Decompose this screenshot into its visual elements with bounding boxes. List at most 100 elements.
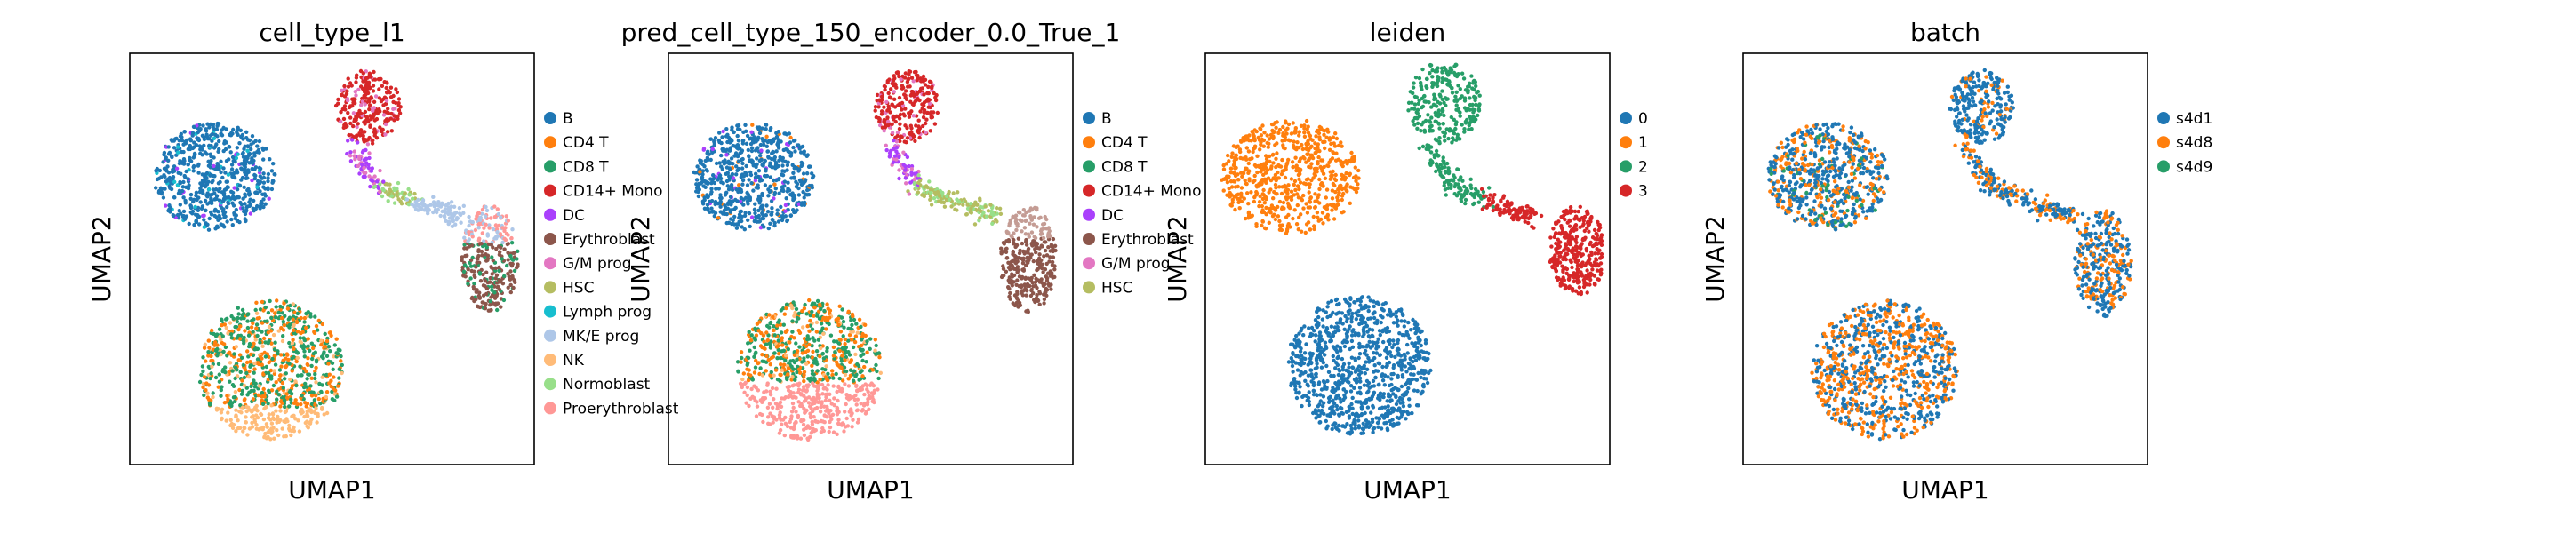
data-point [920, 86, 925, 91]
data-point [284, 352, 290, 356]
data-point [200, 364, 205, 369]
data-point [768, 175, 773, 179]
data-point [885, 80, 890, 85]
data-point [1024, 237, 1028, 243]
data-point [324, 390, 330, 394]
data-point [428, 203, 433, 207]
data-point [283, 410, 288, 415]
data-point [876, 376, 881, 381]
data-point [837, 304, 842, 308]
data-point [272, 347, 277, 352]
data-point [357, 131, 362, 136]
data-point [1041, 235, 1046, 241]
data-point [874, 362, 878, 368]
data-point [1024, 243, 1029, 247]
data-point [258, 340, 262, 345]
data-point [868, 346, 872, 351]
data-point [1044, 286, 1049, 291]
data-point [404, 197, 410, 202]
data-point [247, 189, 252, 194]
data-point [244, 219, 248, 224]
data-point [278, 409, 283, 413]
data-point [372, 99, 377, 105]
data-point [800, 163, 804, 168]
data-point [188, 196, 193, 201]
data-point [810, 419, 814, 425]
legend-label: MK/E prog [563, 328, 639, 346]
data-point [263, 202, 268, 206]
data-point [505, 263, 509, 268]
data-point [908, 69, 913, 74]
data-point [1313, 199, 1317, 203]
data-point [398, 199, 403, 203]
data-point [511, 258, 516, 262]
data-point [851, 314, 855, 319]
data-point [1029, 230, 1035, 235]
data-point [213, 209, 218, 213]
data-point [772, 415, 777, 419]
data-point [260, 192, 265, 196]
data-point [290, 369, 294, 373]
data-point [312, 330, 317, 335]
data-point [746, 355, 751, 361]
data-point [457, 206, 462, 211]
data-point [795, 357, 799, 362]
data-point [386, 130, 390, 134]
data-point [935, 110, 940, 115]
data-point [286, 357, 291, 362]
data-point [164, 203, 168, 208]
data-point [443, 210, 448, 214]
data-point [241, 206, 245, 211]
data-point [242, 375, 247, 380]
data-point [252, 418, 257, 422]
data-point [241, 311, 246, 316]
data-point [752, 384, 756, 388]
data-point [771, 149, 775, 155]
data-point [228, 350, 232, 354]
legend-marker [544, 184, 556, 197]
data-point [827, 315, 832, 320]
data-point [473, 274, 477, 280]
data-point [778, 410, 782, 415]
data-point [902, 76, 908, 80]
data-point [717, 161, 722, 165]
data-point [468, 276, 473, 281]
data-point [364, 147, 368, 153]
data-point [761, 396, 765, 401]
data-point [925, 97, 931, 101]
data-point [810, 397, 814, 402]
data-point [372, 106, 377, 110]
data-point [796, 193, 802, 197]
data-point [907, 111, 911, 115]
data-point [1037, 246, 1042, 251]
data-point [361, 174, 365, 179]
data-point [728, 195, 733, 199]
data-point [801, 171, 806, 176]
data-point [239, 392, 244, 396]
data-point [1012, 242, 1016, 246]
data-point [1333, 172, 1338, 178]
data-point [495, 207, 500, 211]
data-point [320, 322, 324, 327]
data-point [1037, 302, 1042, 306]
data-point [778, 400, 783, 405]
data-point [904, 181, 908, 186]
legend-marker [544, 354, 556, 366]
data-point [241, 196, 245, 201]
data-point [870, 368, 876, 372]
data-point [905, 125, 909, 131]
data-point [249, 352, 253, 357]
data-point [204, 208, 208, 212]
data-point [1042, 254, 1046, 259]
data-point [249, 384, 253, 389]
data-point [765, 210, 771, 214]
data-point [740, 166, 745, 171]
data-point [506, 285, 510, 290]
data-point [727, 199, 732, 203]
data-point [801, 422, 806, 427]
data-point [416, 197, 420, 203]
data-point [206, 159, 211, 163]
data-point [1051, 255, 1056, 259]
data-point [460, 258, 464, 263]
data-point [287, 362, 292, 366]
